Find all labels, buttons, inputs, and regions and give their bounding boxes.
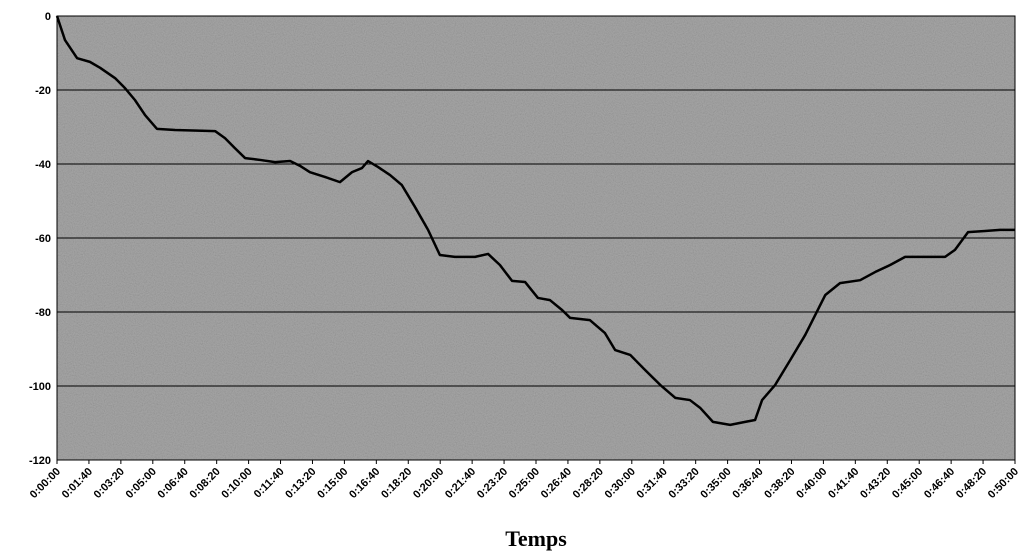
x-tick-label: 0:35:00 [698, 466, 733, 501]
x-tick-label: 0:20:00 [411, 466, 446, 501]
x-tick-label: 0:13:20 [283, 466, 318, 501]
x-tick-label: 0:18:20 [379, 466, 414, 501]
x-tick-label: 0:43:20 [858, 466, 893, 501]
y-tick-label: -60 [35, 233, 51, 245]
x-tick-label: 0:38:20 [762, 466, 797, 501]
y-tick-label: -100 [29, 381, 51, 393]
x-tick-label: 0:01:40 [60, 466, 95, 501]
x-tick-label: 0:50:00 [986, 466, 1018, 501]
x-tick-label: 0:33:20 [666, 466, 701, 501]
x-tick-label: 0:11:40 [252, 466, 287, 501]
x-tick-label: 0:10:00 [219, 466, 254, 501]
y-tick-label: -40 [35, 159, 51, 171]
y-tick-label: -80 [35, 307, 51, 319]
x-tick-label: 0:23:20 [475, 466, 510, 501]
x-tick-label: 0:45:00 [890, 466, 925, 501]
x-tick-label: 0:06:40 [156, 466, 191, 501]
x-tick-label: 0:30:00 [603, 466, 638, 501]
y-tick-label: -20 [35, 85, 51, 97]
line [55, 15, 1015, 427]
x-tick-label: 0:25:00 [507, 466, 542, 501]
x-tick-label: 0:16:40 [347, 466, 382, 501]
x-tick-label: 0:15:00 [315, 466, 350, 501]
x-tick-label: 0:00:00 [28, 466, 63, 501]
x-tick-label: 0:46:40 [922, 466, 957, 501]
x-tick-label: 0:40:00 [794, 466, 829, 501]
x-tick-label: 0:28:20 [571, 466, 606, 501]
x-tick-label: 0:48:20 [954, 466, 989, 501]
y-tick-label: 0 [45, 11, 51, 23]
x-tick-label: 0:26:40 [539, 466, 574, 501]
x-tick-label: 0:03:20 [92, 466, 127, 501]
x-tick-label: 0:05:00 [124, 466, 159, 501]
x-axis-title: Temps [505, 526, 567, 551]
x-tick-label: 0:36:40 [730, 466, 765, 501]
x-tick-label: 0:08:20 [187, 466, 222, 501]
x-tick-label: 0:31:40 [635, 466, 670, 501]
x-tick-label: 0:41:40 [826, 466, 861, 501]
x-tick-label: 0:21:40 [443, 466, 478, 501]
y-tick-label: -120 [29, 455, 51, 467]
